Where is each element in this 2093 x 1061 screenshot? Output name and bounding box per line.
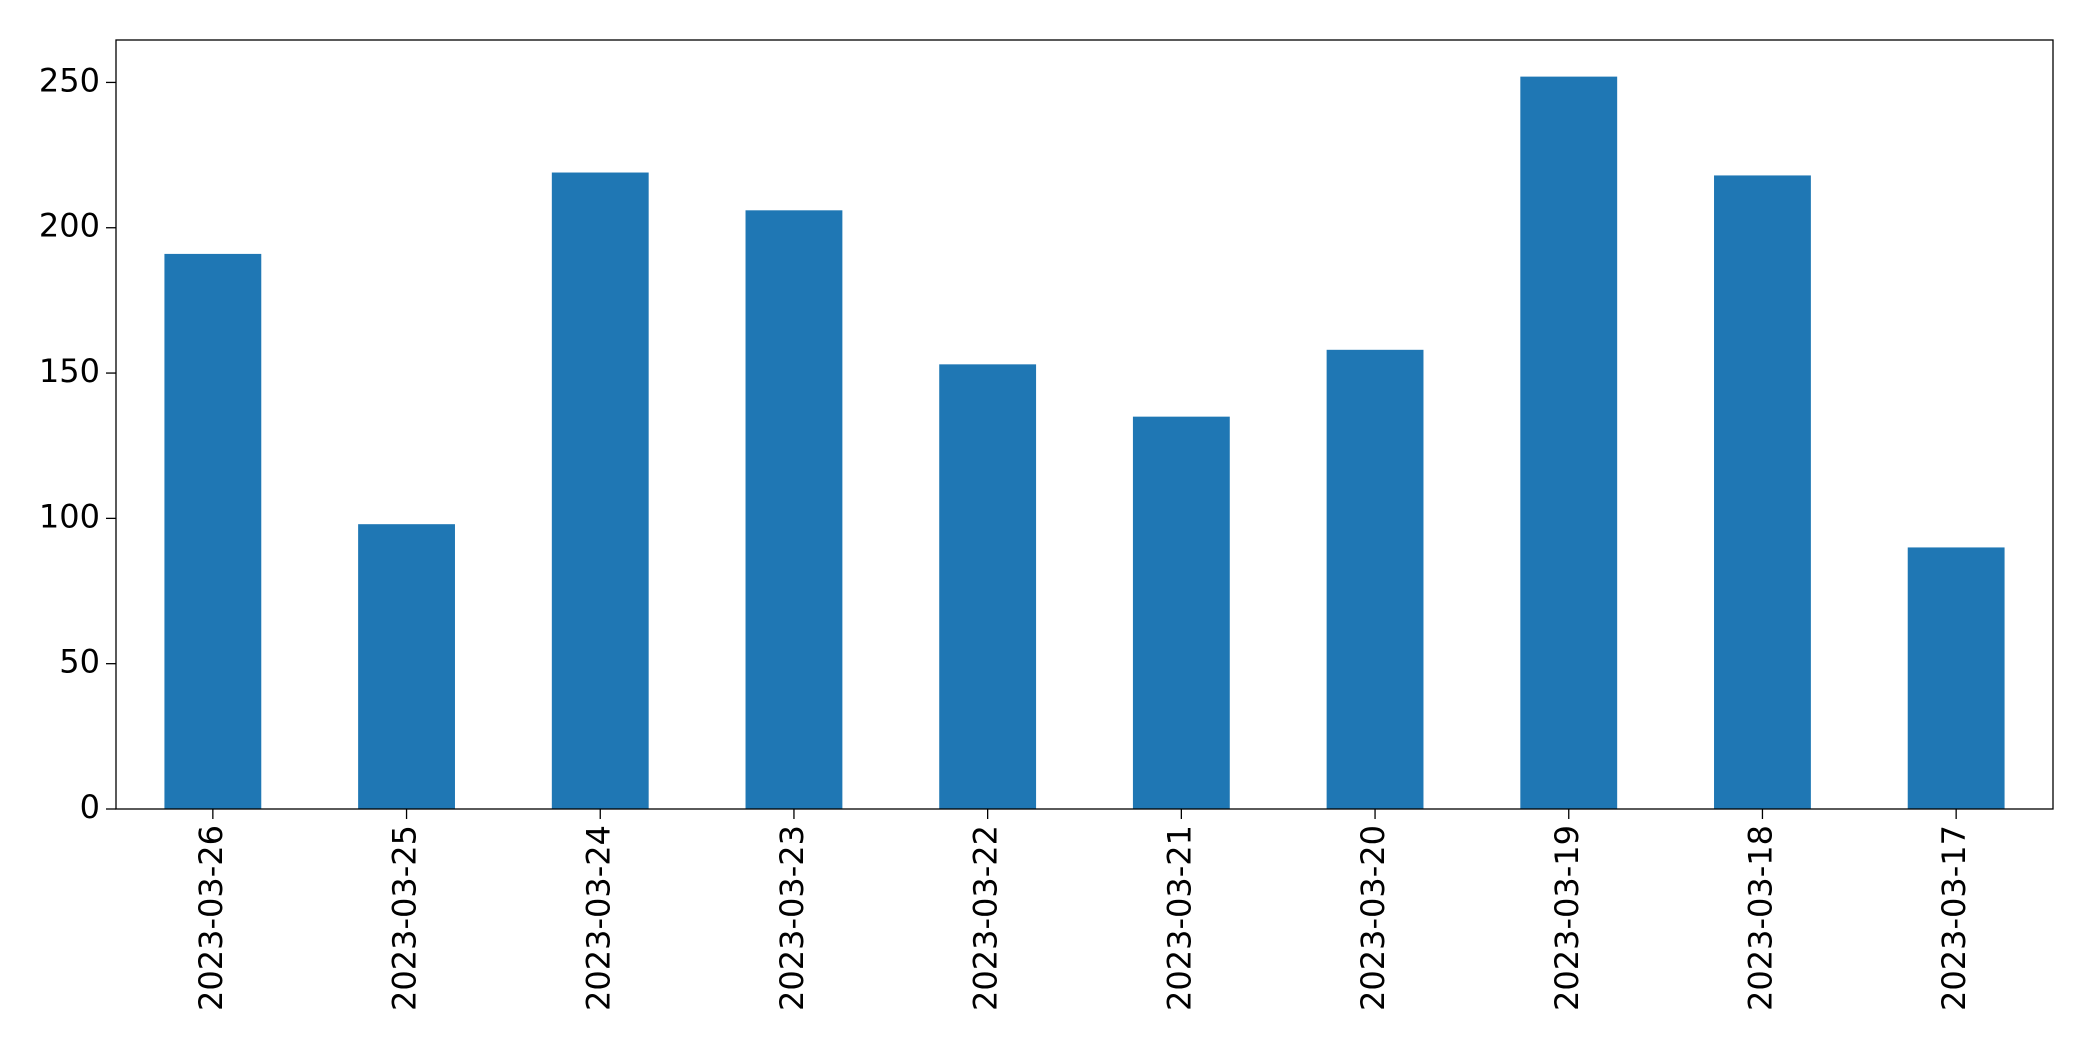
x-tick-label: 2023-03-18 — [1741, 825, 1779, 1011]
bar — [939, 364, 1037, 809]
x-tick-label: 2023-03-26 — [192, 825, 230, 1011]
bar — [1520, 76, 1618, 810]
bar — [358, 524, 455, 809]
bar — [745, 210, 843, 810]
x-tick-label: 2023-03-21 — [1160, 825, 1198, 1011]
x-tick-label: 2023-03-22 — [967, 825, 1005, 1011]
x-tick-label: 2023-03-17 — [1935, 825, 1973, 1011]
bar — [1907, 547, 2005, 809]
x-tick-label: 2023-03-24 — [579, 825, 617, 1011]
y-tick-label: 250 — [39, 61, 100, 99]
x-tick-label: 2023-03-20 — [1354, 825, 1392, 1011]
y-tick-label: 0 — [80, 788, 100, 826]
bar — [1326, 349, 1424, 809]
y-tick-label: 100 — [39, 497, 100, 535]
y-tick-label: 50 — [59, 643, 100, 681]
x-tick-label: 2023-03-23 — [773, 825, 811, 1011]
plot-frame — [115, 39, 2054, 810]
x-tick-label: 2023-03-25 — [386, 825, 424, 1011]
bar — [1132, 416, 1230, 809]
bar — [1714, 175, 1811, 809]
bar — [164, 253, 262, 809]
y-tick-label: 200 — [39, 207, 100, 245]
y-tick-label: 150 — [39, 352, 100, 390]
bar — [551, 172, 649, 810]
x-tick-label: 2023-03-19 — [1548, 825, 1586, 1011]
